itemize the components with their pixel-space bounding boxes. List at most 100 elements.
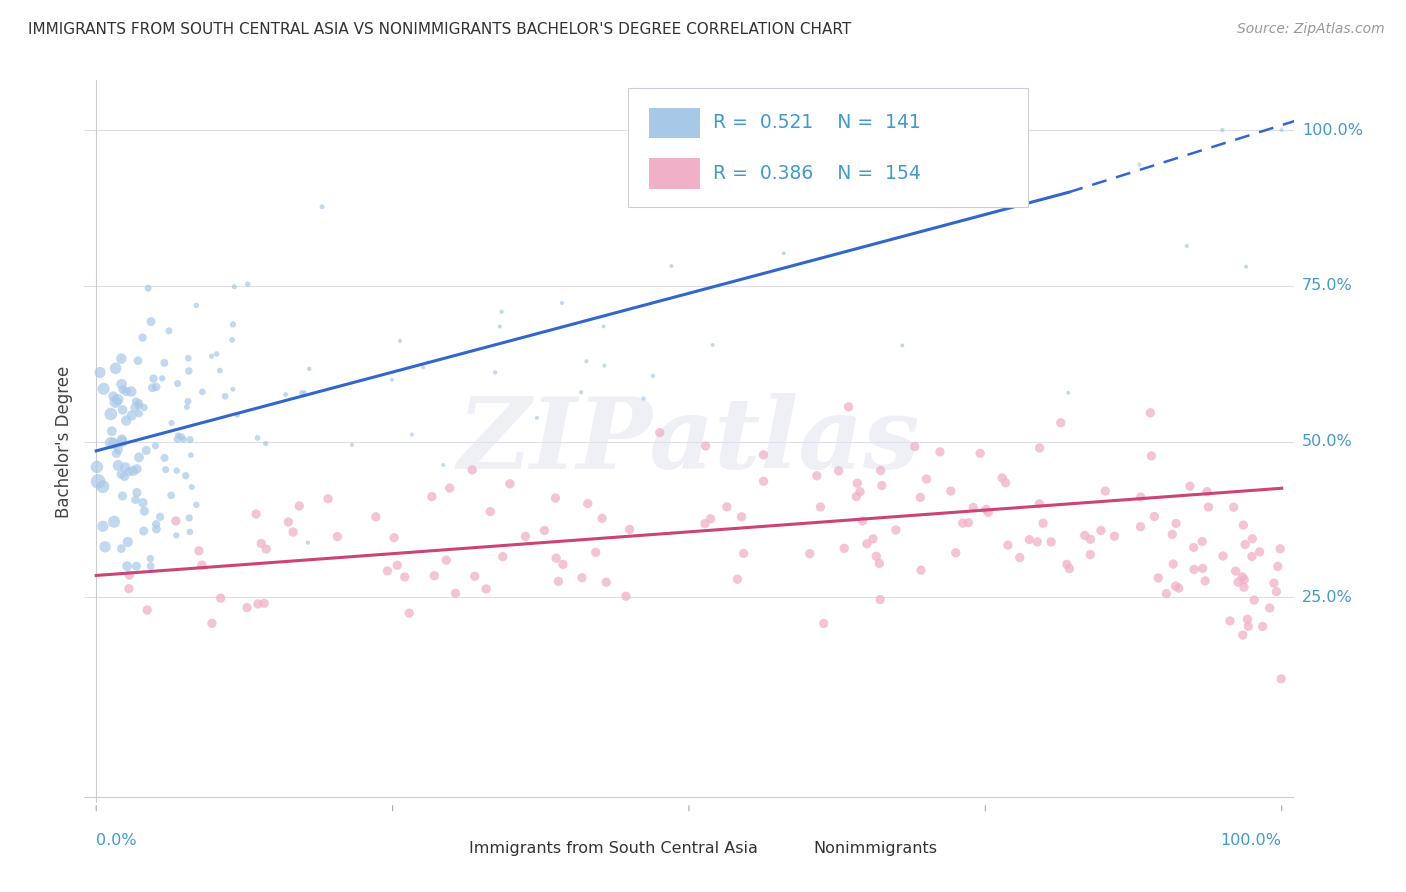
Point	[1194, 574, 1216, 588]
Point	[274, 387, 297, 401]
Point	[1227, 575, 1250, 590]
Point	[499, 476, 522, 491]
Point	[1237, 619, 1260, 633]
Text: 100.0%: 100.0%	[1220, 833, 1282, 848]
Point	[1128, 157, 1150, 171]
Point	[929, 445, 952, 459]
Point	[1268, 541, 1291, 556]
Point	[977, 505, 1000, 519]
Point	[492, 549, 515, 564]
Point	[124, 401, 146, 415]
Point	[633, 392, 655, 406]
Point	[91, 519, 114, 533]
Point	[107, 458, 129, 473]
Point	[155, 463, 177, 477]
Point	[1057, 385, 1080, 400]
Point	[1167, 581, 1189, 595]
Point	[142, 371, 165, 385]
Point	[595, 575, 617, 590]
Point	[398, 606, 420, 620]
Point	[1104, 529, 1126, 543]
Point	[134, 504, 156, 518]
Bar	[423, 838, 460, 858]
Point	[806, 468, 828, 483]
Point	[100, 436, 122, 450]
Point	[1129, 490, 1152, 504]
Point	[1129, 519, 1152, 533]
Point	[969, 446, 991, 460]
Point	[576, 497, 599, 511]
Point	[124, 492, 146, 507]
Point	[89, 366, 111, 380]
Point	[316, 491, 339, 506]
Point	[103, 389, 125, 403]
Point	[1230, 570, 1253, 584]
Point	[546, 551, 568, 566]
Point	[434, 553, 457, 567]
Point	[865, 549, 887, 564]
Point	[139, 559, 162, 574]
Point	[491, 304, 513, 318]
Point	[110, 377, 132, 392]
Point	[111, 489, 134, 503]
Point	[104, 395, 127, 409]
Point	[191, 384, 214, 399]
Point	[810, 500, 832, 514]
Point	[103, 515, 125, 529]
Point	[128, 399, 150, 413]
Point	[200, 349, 222, 363]
Point	[1175, 239, 1198, 253]
Point	[1211, 123, 1233, 137]
Point	[311, 200, 333, 214]
Point	[128, 407, 150, 421]
Text: 100.0%: 100.0%	[1302, 122, 1362, 137]
Point	[1225, 564, 1247, 578]
Point	[945, 546, 967, 560]
Point	[884, 523, 907, 537]
Point	[1056, 558, 1078, 572]
Point	[121, 409, 143, 423]
Point	[246, 431, 269, 445]
Point	[145, 522, 167, 536]
Point	[394, 570, 416, 584]
Text: 50.0%: 50.0%	[1302, 434, 1353, 449]
Point	[475, 582, 498, 596]
Point	[115, 413, 138, 427]
Point	[167, 428, 190, 442]
Text: 0.0%: 0.0%	[96, 833, 136, 848]
Point	[222, 318, 245, 332]
Point	[591, 511, 613, 525]
Point	[544, 491, 567, 505]
Point	[1161, 527, 1184, 541]
Point	[118, 568, 141, 582]
Text: R =  0.521    N =  141: R = 0.521 N = 141	[713, 113, 921, 132]
Point	[288, 499, 311, 513]
Point	[547, 574, 569, 589]
Point	[1251, 619, 1274, 633]
Point	[1234, 537, 1257, 551]
Point	[772, 246, 794, 260]
Point	[250, 536, 273, 550]
Point	[364, 509, 387, 524]
Point	[416, 355, 439, 369]
Point	[297, 535, 319, 549]
Point	[569, 385, 592, 400]
Text: ZIPatlas: ZIPatlas	[458, 393, 920, 490]
Point	[1080, 533, 1102, 547]
Point	[1263, 576, 1285, 591]
Point	[1028, 441, 1050, 455]
Point	[994, 475, 1017, 490]
Point	[136, 281, 159, 295]
Point	[245, 507, 267, 521]
Point	[110, 351, 132, 366]
Point	[134, 401, 156, 415]
Point	[1249, 545, 1271, 559]
Point	[856, 537, 879, 551]
Point	[1143, 509, 1166, 524]
Point	[114, 460, 136, 475]
Point	[1233, 580, 1256, 594]
Point	[103, 436, 125, 450]
Point	[132, 524, 155, 538]
Point	[974, 502, 997, 516]
Point	[1267, 559, 1289, 574]
